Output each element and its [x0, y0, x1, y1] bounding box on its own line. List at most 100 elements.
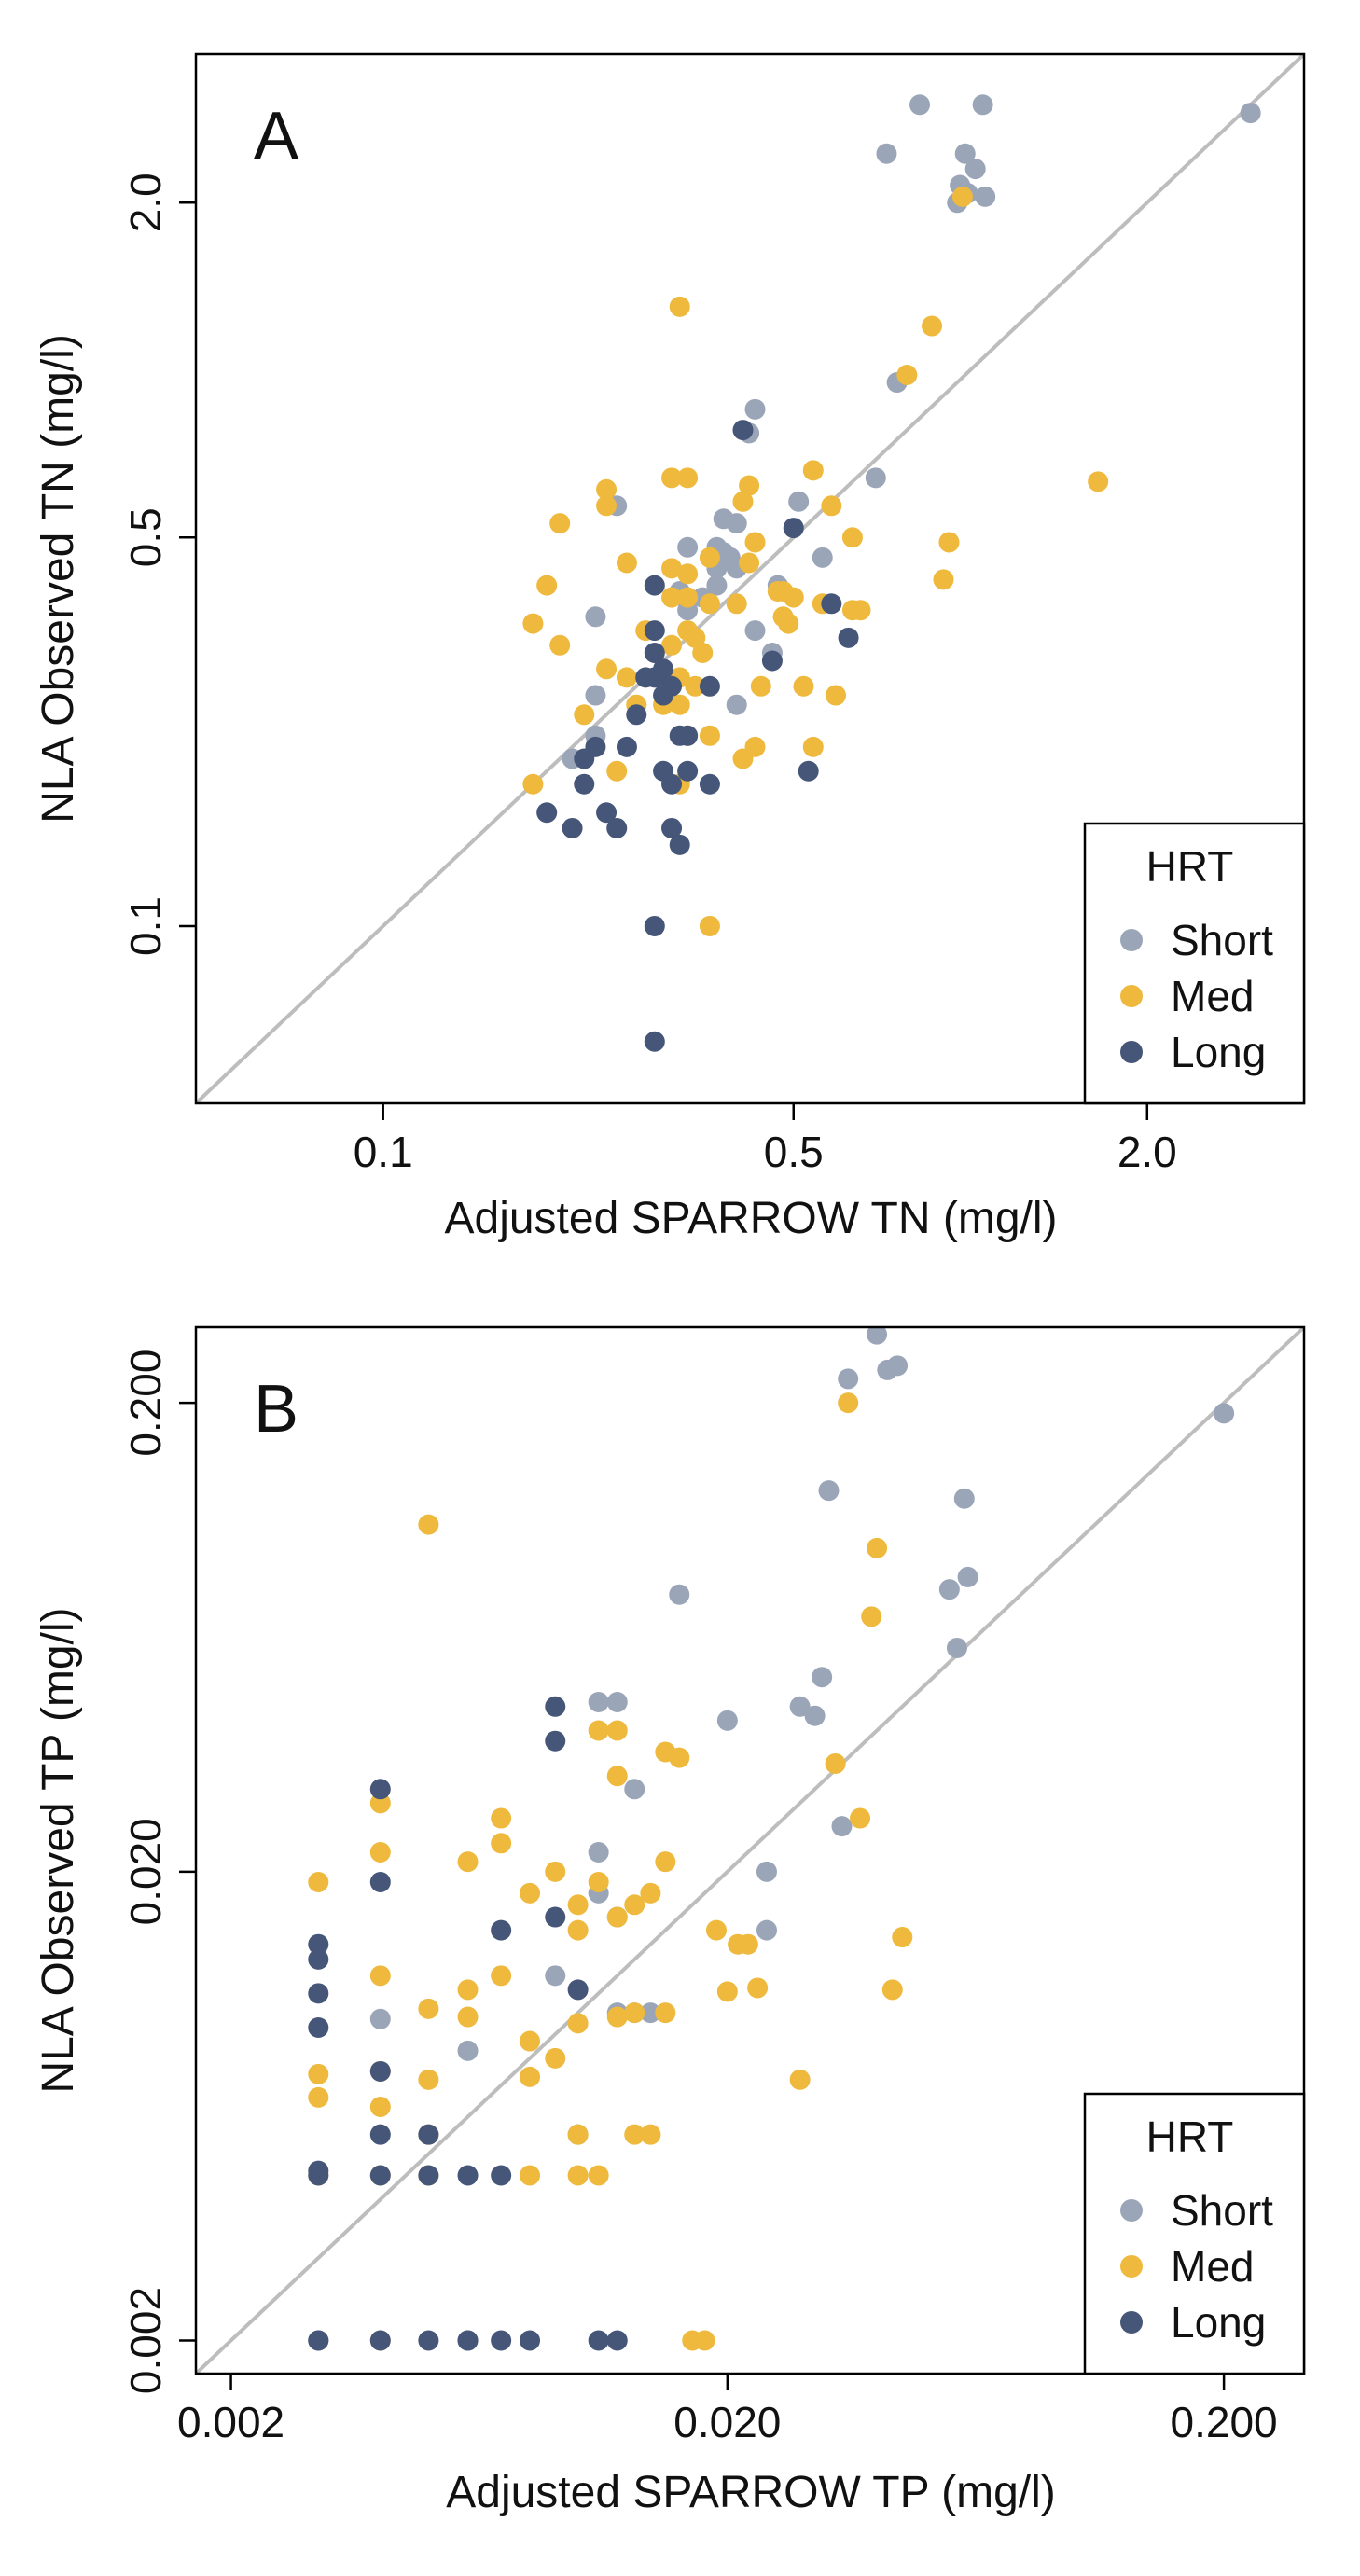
y-axis-label: NLA Observed TN (mg/l) [34, 334, 83, 824]
data-point [938, 1579, 960, 1600]
data-point [699, 593, 720, 615]
y-tick-label: 2.0 [121, 173, 170, 232]
data-point [588, 1842, 609, 1863]
data-point [821, 495, 842, 517]
data-point [536, 802, 558, 824]
data-point [876, 143, 897, 164]
data-point [624, 1779, 645, 1800]
points-group [522, 94, 1261, 1052]
data-point [661, 817, 683, 838]
data-point [644, 915, 665, 936]
data-point [616, 736, 637, 757]
data-point [825, 1752, 846, 1774]
series-long [308, 1696, 628, 2351]
data-point [520, 2030, 541, 2052]
data-point [640, 1882, 661, 1904]
data-point [669, 1747, 690, 1768]
data-point [369, 1965, 391, 1987]
data-point [545, 1906, 566, 1928]
data-point [881, 1979, 903, 2001]
data-point [826, 685, 847, 706]
data-point [520, 1882, 541, 1904]
legend-title: HRT [1146, 842, 1234, 891]
panel-letter: A [254, 99, 298, 173]
data-point [545, 1696, 566, 1717]
data-point [692, 643, 714, 664]
data-point [491, 1833, 512, 1854]
data-point [756, 1861, 777, 1882]
data-point [418, 2165, 439, 2186]
data-point [457, 1851, 479, 1873]
data-point [418, 1998, 439, 2019]
data-point [457, 2330, 479, 2351]
legend-marker-long [1120, 1041, 1143, 1063]
plot-frame [194, 1325, 1306, 2375]
legend-label: Short [1171, 2186, 1273, 2235]
data-point [972, 94, 993, 116]
data-point [308, 2086, 329, 2108]
data-point [574, 748, 595, 769]
data-point [491, 1965, 512, 1987]
data-point [1088, 471, 1109, 492]
data-point [606, 1766, 628, 1787]
y-tick-label: 0.002 [121, 2287, 170, 2394]
data-point [783, 518, 804, 539]
data-point [841, 527, 863, 548]
data-point [812, 1667, 833, 1688]
data-point [585, 685, 606, 706]
data-point [536, 575, 558, 596]
data-point [867, 1537, 888, 1558]
plot-frame [194, 52, 1306, 1105]
data-point [635, 667, 657, 688]
data-point [606, 1720, 628, 1741]
data-point [744, 398, 766, 420]
data-point [457, 1979, 479, 2001]
data-point [892, 1927, 913, 1948]
data-point [685, 675, 706, 697]
data-point [677, 587, 699, 608]
data-point [369, 1872, 391, 1893]
data-point [951, 186, 973, 207]
data-point [574, 704, 595, 726]
data-point [491, 1919, 512, 1941]
data-point [567, 2124, 589, 2145]
data-point [308, 1983, 329, 2004]
data-point [737, 1933, 758, 1955]
data-point [545, 1965, 566, 1987]
data-point [418, 2069, 439, 2090]
panel-a: 0.1 0.5 2.0 0.1 0.5 2.0 Adjusted SPARROW TN (m… [34, 52, 1306, 1243]
x-axis-label: Adjusted SPARROW TP (mg/l) [446, 2468, 1056, 2517]
data-point [739, 475, 760, 496]
data-point [626, 704, 647, 726]
data-point [606, 2330, 628, 2351]
data-point [706, 575, 728, 596]
legend-marker-short [1120, 2199, 1143, 2222]
data-point [669, 296, 690, 317]
data-point [812, 547, 833, 568]
x-axis-label: Adjusted SPARROW TN (mg/l) [444, 1194, 1057, 1243]
data-point [789, 2069, 811, 2090]
y-tick-label: 0.5 [121, 507, 170, 567]
data-point [369, 2097, 391, 2118]
data-point [418, 2124, 439, 2145]
data-point [953, 1488, 975, 1509]
data-point [975, 186, 996, 207]
data-point [850, 600, 871, 621]
data-point [744, 532, 766, 553]
data-point [585, 606, 606, 628]
legend: HRT Short Med Long [1083, 2092, 1306, 2375]
data-point [616, 552, 637, 574]
data-point [308, 2063, 329, 2084]
data-point [1214, 1403, 1235, 1424]
data-point [655, 2002, 676, 2024]
legend-marker-long [1120, 2311, 1143, 2334]
data-point [549, 513, 571, 534]
panel-letter: B [254, 1372, 298, 1447]
data-point [606, 817, 628, 838]
data-point [761, 650, 783, 672]
panel-b: 0.002 0.020 0.200 0.002 0.020 0.200 Adjusted S… [34, 1325, 1306, 2517]
y-tick-label: 0.200 [121, 1350, 170, 1457]
data-point [661, 558, 683, 579]
legend-marker-med [1120, 2255, 1143, 2278]
data-point [744, 620, 766, 642]
